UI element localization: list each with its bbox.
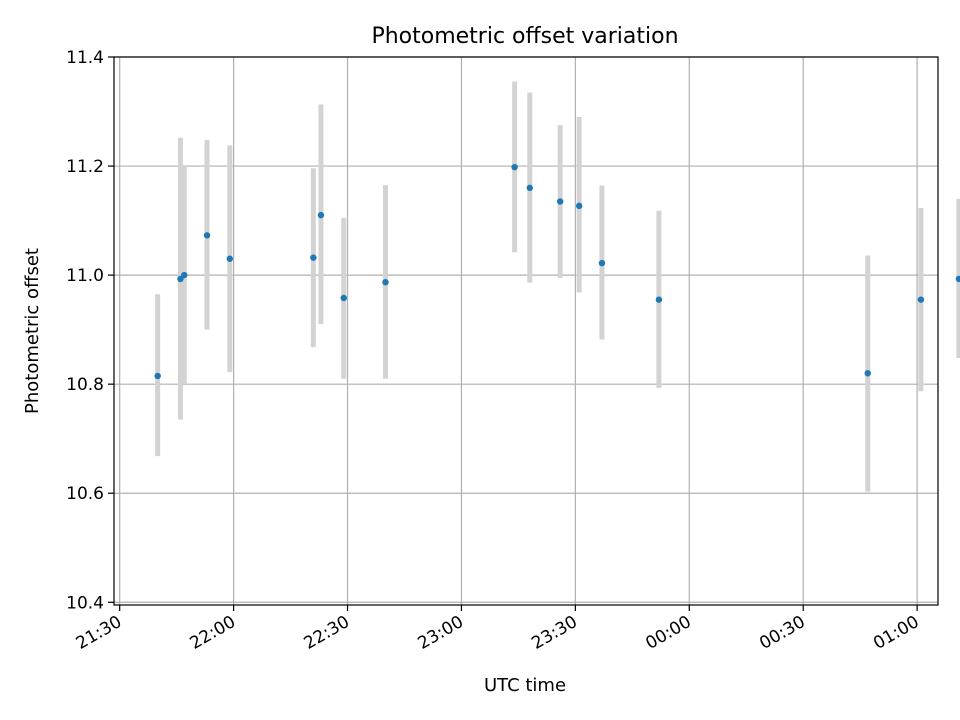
data-point bbox=[917, 296, 925, 303]
data-point bbox=[181, 271, 188, 279]
data-point bbox=[382, 278, 389, 286]
data-point bbox=[864, 370, 871, 377]
data-point bbox=[226, 255, 234, 262]
data-point bbox=[511, 163, 518, 171]
y-tick-label: 10.8 bbox=[66, 375, 104, 395]
y-tick-label: 11.2 bbox=[66, 157, 104, 177]
y-tick-label: 11.4 bbox=[66, 48, 104, 68]
data-points bbox=[154, 163, 960, 380]
x-tick-label: 23:30 bbox=[528, 612, 580, 654]
data-point bbox=[575, 202, 583, 210]
data-point bbox=[598, 259, 606, 267]
y-axis-ticks: 10.4 10.6 10.8 11.0 11.2 11.4 bbox=[66, 48, 114, 613]
error-bars bbox=[155, 81, 960, 492]
x-tick-label: 22:00 bbox=[187, 612, 239, 654]
data-point bbox=[340, 294, 347, 302]
x-tick-label: 00:30 bbox=[756, 612, 808, 654]
x-tick-label: 22:30 bbox=[301, 612, 353, 654]
x-tick-label: 00:00 bbox=[642, 612, 694, 654]
y-axis-label: Photometric offset bbox=[22, 248, 43, 414]
y-tick-label: 10.4 bbox=[66, 593, 104, 613]
x-tick-label: 01:00 bbox=[870, 612, 922, 654]
data-point bbox=[556, 198, 564, 205]
x-tick-label: 21:30 bbox=[73, 612, 125, 654]
x-tick-label: 23:00 bbox=[415, 612, 467, 654]
grid bbox=[114, 56, 938, 605]
x-axis-ticks: 21:30 22:00 22:30 23:00 23:30 00:00 00:30 01:00… bbox=[73, 605, 923, 654]
data-point bbox=[317, 211, 325, 219]
data-point bbox=[154, 372, 161, 380]
data-point bbox=[526, 184, 533, 192]
data-point bbox=[655, 296, 663, 303]
y-tick-label: 10.6 bbox=[66, 484, 104, 504]
x-axis-label: UTC time bbox=[484, 675, 566, 696]
data-point bbox=[310, 254, 317, 261]
data-point bbox=[203, 232, 211, 239]
y-tick-label: 11.0 bbox=[66, 266, 104, 286]
plot-area bbox=[113, 56, 939, 606]
chart-title: Photometric offset variation bbox=[371, 24, 678, 49]
data-point bbox=[955, 275, 960, 283]
